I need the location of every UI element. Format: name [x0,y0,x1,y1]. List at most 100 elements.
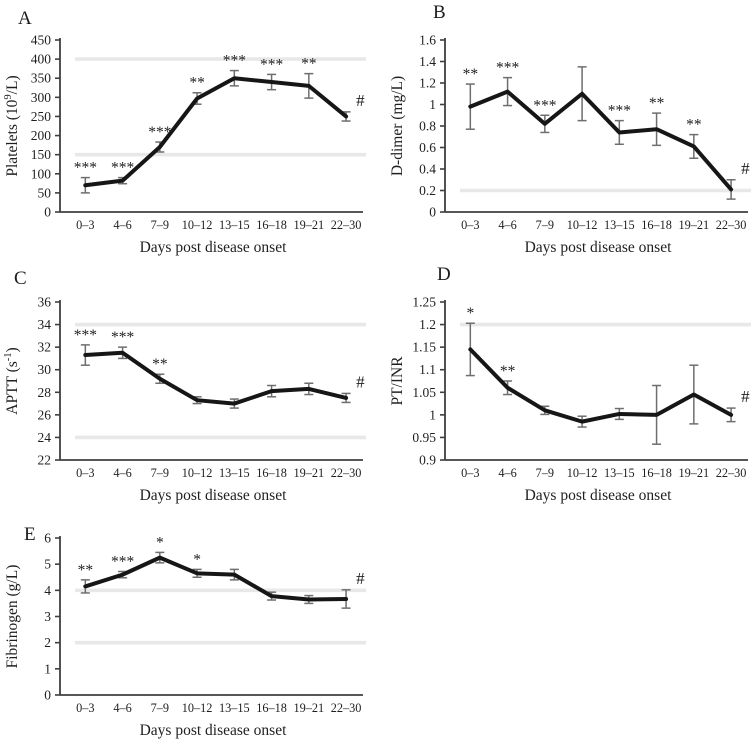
y-tick-label: 26 [38,407,52,422]
y-tick-label: 0 [44,688,51,703]
x-tick-label: 13–15 [219,466,250,480]
x-tick-label: 10–12 [182,701,213,715]
sig-asterisk-label: *** [111,553,135,570]
y-axis-title: PT/INR [389,356,406,406]
x-tick-label: 22–30 [331,701,362,715]
x-tick-label: 10–12 [567,466,598,480]
sig-asterisk-label: *** [608,103,632,120]
y-tick-label: 350 [31,71,52,86]
x-tick-label: 10–12 [182,218,213,232]
x-tick-label: 4–6 [498,218,516,232]
sig-asterisk-label: ** [301,56,317,73]
y-tick-label: 0.2 [419,183,436,198]
y-tick-label: 200 [31,128,52,143]
x-tick-label: 19–21 [293,218,324,232]
x-tick-label: 19–21 [678,218,709,232]
sig-asterisk-label: * [156,534,164,551]
y-tick-label: 34 [38,317,52,332]
y-tick-label: 50 [38,185,52,200]
y-tick-label: 2 [44,635,51,650]
y-tick-label: 1.2 [419,317,436,332]
y-tick-label: 1 [44,661,51,676]
sig-hash-label: # [356,372,365,391]
y-tick-label: 6 [44,531,51,546]
sig-hash-label: # [356,91,365,110]
sig-asterisk-label: ** [463,66,479,83]
x-tick-label: 16–18 [641,218,672,232]
x-tick-label: 0–3 [461,466,479,480]
sig-asterisk-label: ** [686,117,702,134]
data-line [470,349,731,421]
x-tick-label: 22–30 [716,218,747,232]
sig-hash-label: # [741,159,750,178]
x-tick-label: 22–30 [331,218,362,232]
x-tick-label: 10–12 [567,218,598,232]
x-tick-label: 16–18 [256,218,287,232]
y-tick-label: 1.4 [419,54,436,69]
y-axis-title: APTT (s-1) [3,347,21,414]
x-tick-label: 19–21 [293,466,324,480]
y-tick-label: 0 [429,205,436,220]
sig-asterisk-label: * [466,305,474,322]
sig-asterisk-label: *** [496,60,520,77]
x-tick-label: 22–30 [716,466,747,480]
x-tick-label: 10–12 [182,466,213,480]
y-tick-label: 5 [44,557,51,572]
y-tick-label: 28 [38,385,52,400]
x-tick-label: 19–21 [678,466,709,480]
sig-asterisk-label: *** [111,160,135,177]
y-tick-label: 1.15 [412,340,436,355]
sig-asterisk-label: *** [148,124,172,141]
y-axis-title: D-dimer (mg/L) [389,76,406,176]
y-tick-label: 0.95 [412,430,436,445]
sig-asterisk-label: *** [260,56,284,73]
data-line [85,353,346,404]
sig-asterisk-label: *** [533,97,557,114]
x-tick-label: 19–21 [293,701,324,715]
sig-asterisk-label: ** [152,356,168,373]
x-tick-label: 0–3 [76,218,94,232]
y-tick-label: 0.4 [419,162,436,177]
y-tick-label: 0.6 [419,140,436,155]
x-axis-title: Days post disease onset [525,239,672,256]
sig-asterisk-label: ** [649,95,665,112]
x-tick-label: 7–9 [536,218,554,232]
y-tick-label: 1.2 [419,76,436,91]
y-tick-label: 1.25 [412,295,436,310]
y-tick-label: 1.05 [412,385,436,400]
y-tick-label: 150 [31,147,52,162]
y-tick-label: 0.9 [419,453,436,468]
y-tick-labels: 00.20.40.60.811.21.41.6 [419,33,445,220]
x-tick-label: 7–9 [536,466,554,480]
x-tick-label: 13–15 [219,701,250,715]
x-tick-label: 4–6 [498,466,516,480]
y-tick-label: 32 [38,340,52,355]
y-tick-label: 0.8 [419,119,436,134]
x-axis-title: Days post disease onset [140,487,287,504]
sig-hash-label: # [356,569,365,588]
y-tick-label: 100 [31,166,52,181]
x-axis-title: Days post disease onset [140,722,287,739]
x-tick-label: 13–15 [604,466,635,480]
y-tick-label: 3 [44,609,51,624]
sig-asterisk-label: * [193,551,201,568]
y-tick-label: 1 [429,97,436,112]
sig-asterisk-label: ** [189,75,205,92]
y-axis-title: Fibrinogen (g/L) [4,565,21,669]
